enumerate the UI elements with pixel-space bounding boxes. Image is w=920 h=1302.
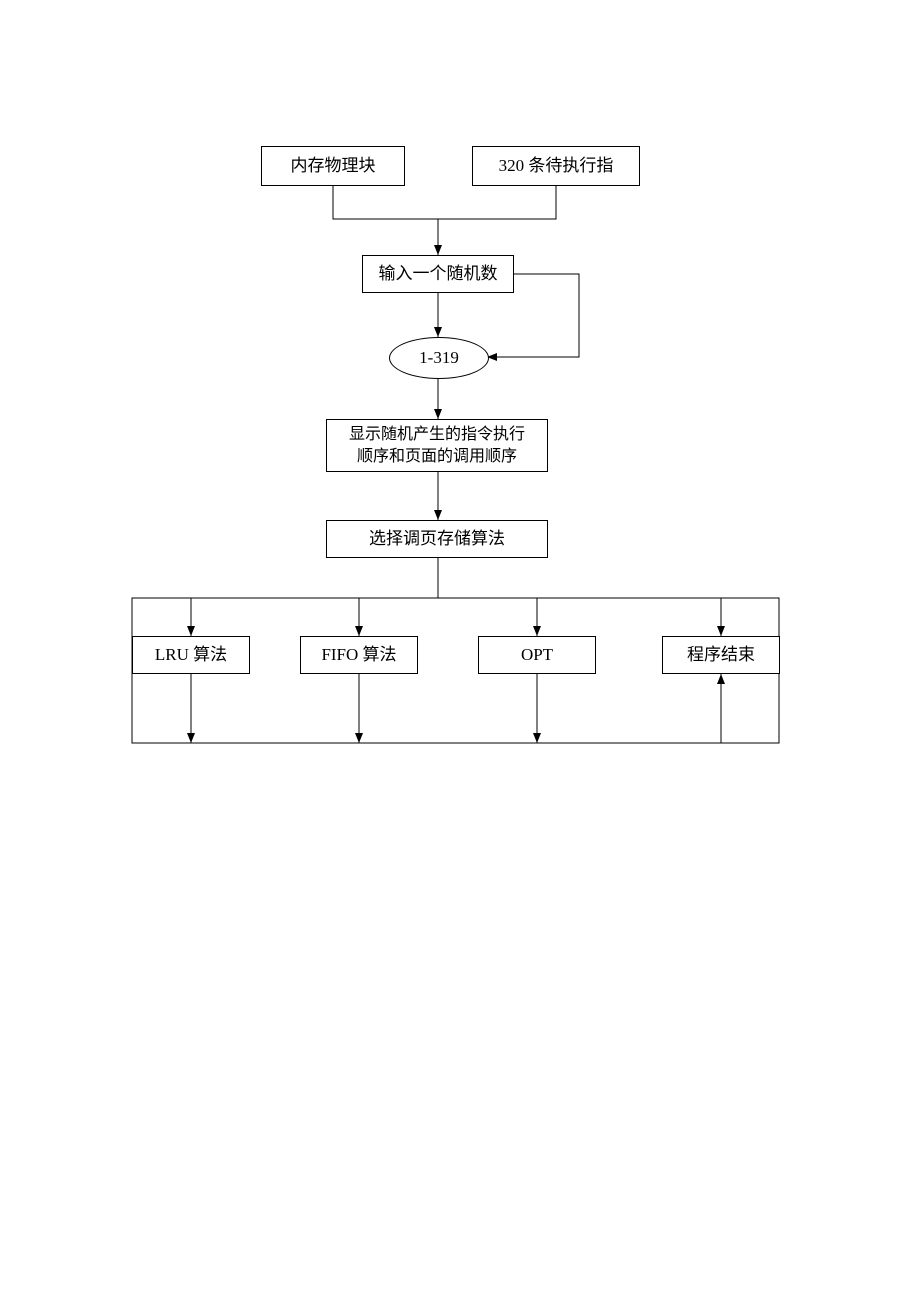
node-lru: LRU 算法	[132, 636, 250, 674]
node-label-choose: 选择调页存储算法	[369, 528, 505, 551]
node-label-mem: 内存物理块	[291, 155, 376, 178]
node-label-show: 显示随机产生的指令执行 顺序和页面的调用顺序	[349, 424, 525, 467]
node-opt: OPT	[478, 636, 596, 674]
node-label-fifo: FIFO 算法	[321, 644, 396, 667]
node-label-end: 程序结束	[687, 644, 755, 667]
node-label-range: 1-319	[419, 348, 459, 368]
node-label-instr: 320 条待执行指	[499, 155, 614, 178]
flowchart-canvas: 内存物理块 320 条待执行指输入一个随机数 1-319 显示随机产生的指令执行 顺序…	[0, 0, 920, 1302]
node-label-lru: LRU 算法	[155, 644, 227, 667]
node-choose: 选择调页存储算法	[326, 520, 548, 558]
node-label-input: 输入一个随机数	[379, 263, 498, 286]
node-fifo: FIFO 算法	[300, 636, 418, 674]
node-range: 1-319	[389, 337, 489, 379]
node-mem: 内存物理块	[261, 146, 405, 186]
node-instr: 320 条待执行指	[472, 146, 640, 186]
node-label-opt: OPT	[521, 644, 553, 667]
node-show: 显示随机产生的指令执行 顺序和页面的调用顺序	[326, 419, 548, 472]
node-input: 输入一个随机数	[362, 255, 514, 293]
node-end: 程序结束	[662, 636, 780, 674]
